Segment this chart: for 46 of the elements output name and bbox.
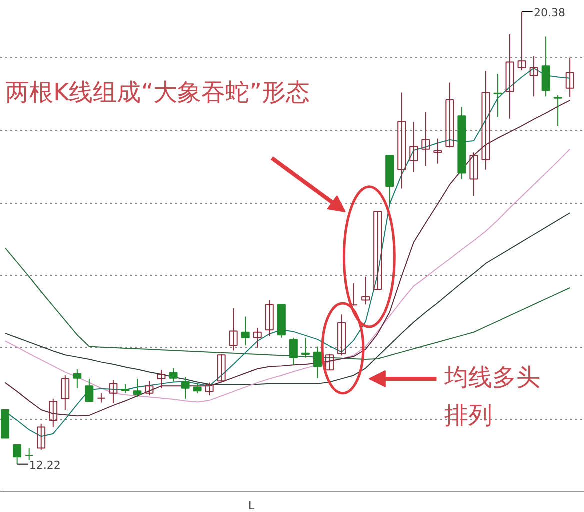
annotation: 12.22: [29, 458, 61, 472]
candlestick: [374, 210, 382, 290]
annotation: 两根K线组成“大象吞蛇”形态: [6, 78, 310, 106]
candlestick: [338, 314, 346, 356]
candlestick: [217, 353, 226, 382]
candlestick: [482, 70, 490, 170]
candlestick: [193, 383, 202, 394]
candlestick: [314, 346, 322, 379]
candlestick: [85, 378, 94, 402]
candlestick: [265, 300, 274, 337]
candlestick: [554, 95, 562, 127]
candlestick: [229, 308, 238, 352]
candlestick: [422, 112, 430, 166]
candlestick: [37, 423, 46, 450]
candlestick: [25, 448, 34, 461]
candlestick: [205, 382, 214, 396]
candlestick: [530, 56, 538, 98]
candlestick: [518, 11, 526, 72]
candlestick: [289, 337, 298, 366]
candlestick: [109, 380, 118, 404]
candlestick: [470, 152, 478, 196]
candlestick: [133, 378, 142, 398]
candlestick: [73, 369, 82, 389]
candlestick: [326, 353, 334, 371]
candlestick: [410, 122, 418, 173]
candlestick: [446, 82, 454, 148]
candlestick: [253, 327, 262, 348]
candlestick: [181, 376, 190, 400]
candlestick: [362, 276, 370, 306]
candlestick: [434, 138, 442, 164]
text: L: [248, 500, 256, 512]
candlestick: [13, 444, 22, 465]
candlestick: [506, 34, 514, 120]
candlestick: [145, 380, 154, 396]
candlestick: [301, 337, 310, 358]
annotation: 均线多头排列: [444, 364, 540, 430]
candlestick: [398, 92, 406, 190]
candlestick: [241, 316, 250, 346]
candlestick: [61, 375, 70, 410]
annotation: 20.38: [534, 6, 566, 20]
candlestick: [566, 57, 574, 98]
candlestick: [97, 392, 106, 404]
candlestick: [494, 73, 502, 118]
candlestick: [169, 368, 178, 382]
candlestick: [49, 398, 58, 428]
candlestick: [157, 370, 166, 389]
